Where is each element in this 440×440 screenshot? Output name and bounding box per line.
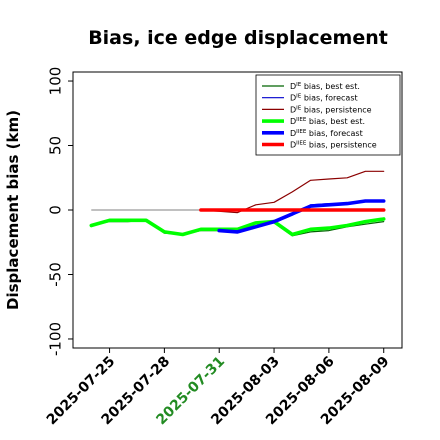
legend-box (255, 74, 401, 156)
chart-title: Bias, ice edge displacement (88, 27, 388, 49)
y-tick-label: 0 (46, 205, 64, 215)
y-tick-label: -50 (46, 262, 64, 287)
legend-label: DIE bias, forecast (290, 94, 358, 103)
y-tick-label: 50 (46, 136, 64, 155)
series-line (89, 217, 386, 237)
legend-label: DIIEE bias, best est. (290, 117, 365, 126)
legend-label: DIIEE bias, forecast (290, 129, 363, 138)
legend-label: DIE bias, best est. (290, 82, 360, 91)
legend-label: DIIEE bias, persistence (290, 141, 377, 150)
y-tick-label: 100 (46, 67, 64, 96)
legend-label: DIE bias, persistence (290, 105, 372, 114)
y-tick-label: -100 (46, 322, 64, 356)
legend: DIE bias, best est. DIE bias, forecast DIE… (255, 74, 401, 156)
series-line (200, 170, 385, 214)
y-axis-label: Displacement bias (km) (4, 110, 22, 310)
